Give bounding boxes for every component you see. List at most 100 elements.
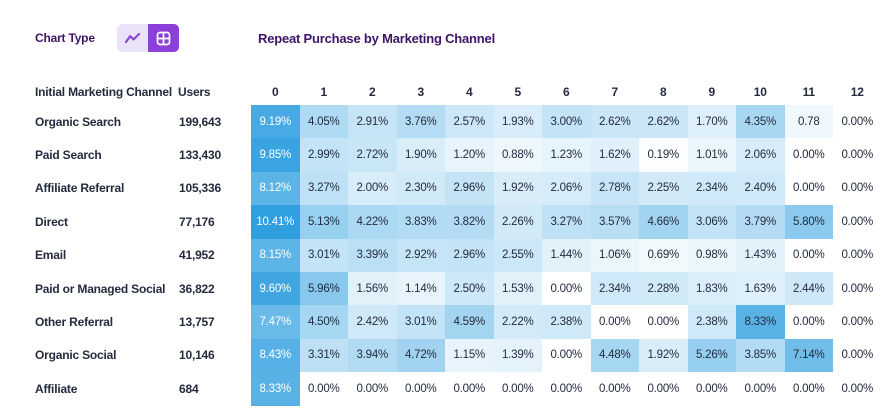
heatmap-cell: 0.00% bbox=[542, 372, 591, 406]
heatmap-cell: 1.93% bbox=[493, 105, 542, 139]
heatmap-cell: 4.72% bbox=[396, 338, 445, 373]
heatmap-cell: 4.59% bbox=[445, 305, 494, 339]
heatmap-cell: 0.98% bbox=[687, 238, 736, 272]
column-header-0: 0 bbox=[272, 84, 279, 99]
column-header-7: 7 bbox=[611, 84, 619, 99]
heatmap-cell: 3.94% bbox=[348, 338, 397, 373]
heatmap-cell: 3.85% bbox=[736, 338, 785, 373]
heatmap-cell: 2.25% bbox=[639, 171, 688, 206]
row-users-value: 10,146 bbox=[179, 348, 215, 363]
heatmap-cell: 1.92% bbox=[493, 171, 542, 206]
heatmap-cell: 2.62% bbox=[590, 105, 639, 139]
heatmap-cell: 2.91% bbox=[348, 105, 397, 139]
row-users-value: 199,643 bbox=[179, 114, 221, 129]
column-header-1: 1 bbox=[320, 84, 328, 99]
column-header-users: Users bbox=[178, 84, 211, 99]
heatmap-cell: 0.00% bbox=[445, 372, 494, 406]
heatmap-cell: 4.05% bbox=[299, 105, 348, 139]
heatmap-cell: 2.26% bbox=[493, 205, 542, 239]
row-users-value: 13,757 bbox=[179, 315, 215, 330]
heatmap-cell: 9.85% bbox=[251, 138, 300, 172]
row-label: Organic Search bbox=[35, 114, 121, 129]
heatmap-cell: 2.57% bbox=[445, 105, 494, 139]
heatmap-cell: 3.76% bbox=[396, 105, 445, 139]
heatmap-cell: 5.96% bbox=[299, 271, 348, 306]
heatmap-cell: 1.63% bbox=[736, 271, 785, 306]
heatmap-cell: 3.39% bbox=[348, 238, 397, 272]
line-chart-toggle-button[interactable] bbox=[116, 24, 148, 52]
heatmap-cell: 3.06% bbox=[687, 205, 736, 239]
heatmap-cell: 2.28% bbox=[639, 271, 688, 306]
heatmap-cell: 2.50% bbox=[445, 271, 494, 306]
row-label: Affiliate bbox=[35, 381, 78, 396]
heatmap-cell: 2.96% bbox=[445, 238, 494, 272]
heatmap-cell: 5.26% bbox=[687, 338, 736, 373]
heatmap-cell: 3.82% bbox=[445, 205, 494, 239]
heatmap-cell: 0.00% bbox=[639, 372, 688, 406]
heatmap-cell: 1.15% bbox=[445, 338, 494, 373]
heatmap-cell: 2.06% bbox=[736, 138, 785, 172]
heatmap-cell: 2.42% bbox=[348, 305, 397, 339]
heatmap-cell: 0.00% bbox=[590, 305, 639, 339]
heatmap-cell: 7.47% bbox=[251, 305, 300, 339]
column-header-8: 8 bbox=[660, 84, 667, 99]
row-users-value: 36,822 bbox=[179, 281, 215, 296]
heatmap-cell: 9.60% bbox=[251, 271, 300, 306]
heatmap-cell: 8.43% bbox=[251, 338, 300, 373]
column-header-9: 9 bbox=[708, 84, 716, 99]
heatmap-cell: 0.00% bbox=[542, 271, 591, 306]
heatmap-cell: 0.00% bbox=[542, 338, 591, 373]
heatmap-cell: 3.27% bbox=[299, 171, 348, 206]
heatmap-cell: 1.06% bbox=[590, 238, 639, 272]
heatmap-cell: 0.00% bbox=[833, 138, 882, 172]
heatmap-cell: 8.15% bbox=[251, 238, 300, 272]
table-chart-toggle-button[interactable] bbox=[147, 24, 179, 52]
heatmap-cell: 0.00% bbox=[784, 238, 833, 272]
heatmap-cell: 1.83% bbox=[687, 271, 736, 306]
heatmap-cell: 2.06% bbox=[542, 171, 591, 206]
heatmap-cell: 5.80% bbox=[784, 205, 833, 239]
column-header-channel: Initial Marketing Channel bbox=[35, 84, 173, 99]
heatmap-cell: 3.01% bbox=[299, 238, 348, 272]
heatmap-cell: 1.20% bbox=[445, 138, 494, 172]
heatmap-cell: 0.00% bbox=[833, 171, 882, 206]
heatmap-cell: 2.30% bbox=[396, 171, 445, 206]
row-label: Email bbox=[35, 248, 67, 263]
row-users-value: 105,336 bbox=[179, 181, 221, 196]
heatmap-cell: 0.00% bbox=[833, 338, 882, 373]
heatmap-cell: 1.70% bbox=[687, 105, 736, 139]
heatmap-cell: 1.53% bbox=[493, 271, 542, 306]
heatmap-cell: 3.31% bbox=[299, 338, 348, 373]
heatmap-cell: 2.40% bbox=[736, 171, 785, 206]
heatmap-cell: 2.22% bbox=[493, 305, 542, 339]
heatmap-cell: 0.00% bbox=[784, 305, 833, 339]
row-label: Organic Social bbox=[35, 348, 117, 363]
heatmap-cell: 2.99% bbox=[299, 138, 348, 172]
heatmap-cell: 3.00% bbox=[542, 105, 591, 139]
heatmap-cell: 0.00% bbox=[833, 205, 882, 239]
heatmap-cell: 8.33% bbox=[251, 372, 300, 406]
heatmap-cell: 0.00% bbox=[833, 105, 882, 139]
heatmap-cell: 0.00% bbox=[736, 372, 785, 406]
heatmap-cell: 1.44% bbox=[542, 238, 591, 272]
heatmap-cell: 8.33% bbox=[736, 305, 785, 339]
heatmap-cell: 5.13% bbox=[299, 205, 348, 239]
heatmap-cell: 0.00% bbox=[833, 305, 882, 339]
column-header-10: 10 bbox=[753, 84, 767, 99]
heatmap-cell: 3.79% bbox=[736, 205, 785, 239]
row-label: Paid or Managed Social bbox=[35, 281, 166, 296]
heatmap-cell: 9.19% bbox=[251, 105, 300, 139]
heatmap-cell: 2.55% bbox=[493, 238, 542, 272]
heatmap-cell: 4.35% bbox=[736, 105, 785, 139]
heatmap-cell: 2.34% bbox=[687, 171, 736, 206]
row-label: Direct bbox=[35, 214, 68, 229]
heatmap-cell: 1.39% bbox=[493, 338, 542, 373]
row-users-value: 684 bbox=[179, 381, 199, 396]
heatmap-cell: 1.14% bbox=[396, 271, 445, 306]
heatmap-cell: 2.72% bbox=[348, 138, 397, 172]
heatmap-cell: 3.57% bbox=[590, 205, 639, 239]
chart-type-controls: Chart Type bbox=[35, 24, 179, 52]
heatmap-cell: 4.66% bbox=[639, 205, 688, 239]
row-users-value: 133,430 bbox=[179, 148, 221, 163]
